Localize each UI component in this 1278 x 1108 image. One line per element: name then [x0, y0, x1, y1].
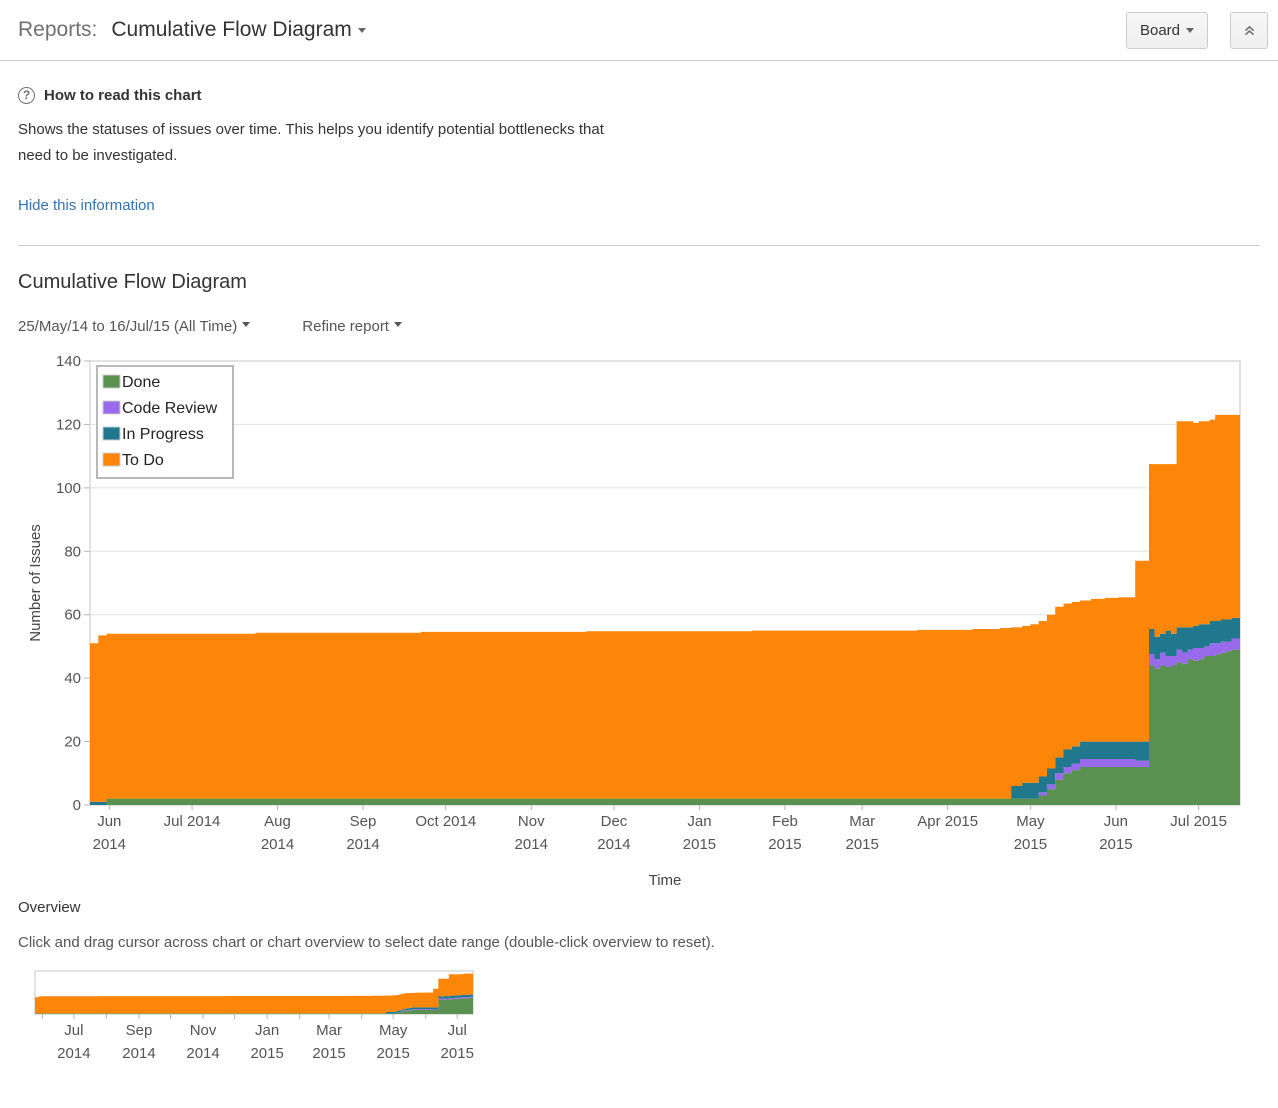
legend-label: Done: [122, 374, 160, 391]
y-tick-label: 100: [56, 480, 81, 497]
chevron-down-icon: [242, 321, 251, 327]
legend-swatch: [102, 400, 121, 415]
x-tick-label: Jan: [687, 813, 711, 830]
y-tick-label: 0: [73, 797, 81, 814]
chevron-double-up-icon: [1244, 25, 1254, 35]
x-tick-label: Jun: [97, 813, 121, 830]
y-tick-label: 120: [56, 416, 81, 433]
x-tick-label: 2014: [57, 1045, 90, 1062]
board-button-label: Board: [1139, 21, 1180, 39]
x-tick-label: 2015: [376, 1045, 409, 1062]
x-tick-label: 2015: [845, 836, 878, 853]
x-tick-label: Sep: [126, 1022, 153, 1039]
x-tick-label: Jul: [64, 1022, 83, 1039]
x-tick-label: 2015: [312, 1045, 345, 1062]
chart-overview-selector[interactable]: Jul 2014 Sep 2014 Nov 2014 Jan 2015 Mar 2015 May 20…: [0, 963, 1278, 1083]
refine-report-label: Refine report: [302, 318, 389, 335]
chevron-down-icon: [1186, 27, 1194, 33]
x-tick-label: 2015: [768, 836, 801, 853]
x-tick-label: 2015: [250, 1045, 283, 1062]
x-tick-label: 2015: [441, 1045, 474, 1062]
legend-swatch: [102, 452, 121, 467]
x-axis-label: Time: [649, 872, 682, 889]
report-header: Cumulative Flow Diagram 25/May/14 to 16/…: [0, 246, 1278, 335]
x-tick-label: Feb: [772, 813, 798, 830]
x-tick-label: Jul 2015: [1170, 813, 1227, 830]
y-tick-label: 60: [64, 607, 81, 624]
x-tick-label: 2014: [122, 1045, 155, 1062]
x-tick-label: 2014: [597, 836, 630, 853]
x-tick-label: Jul: [448, 1022, 467, 1039]
divider: [18, 245, 1260, 246]
legend-label: Code Review: [122, 400, 218, 417]
x-tick-label: 2015: [1014, 836, 1047, 853]
legend-swatch: [102, 374, 121, 389]
x-tick-label: Nov: [190, 1022, 217, 1039]
top-bar: Reports: Cumulative Flow Diagram Board: [0, 0, 1278, 61]
x-tick-label: 2015: [1099, 836, 1132, 853]
board-button[interactable]: Board: [1125, 11, 1208, 49]
date-range-dropdown[interactable]: 25/May/14 to 16/Jul/15 (All Time): [18, 318, 251, 335]
help-icon: ?: [18, 87, 35, 104]
how-to-read-heading: How to read this chart: [44, 87, 202, 104]
hide-information-link[interactable]: Hide this information: [18, 197, 155, 214]
y-tick-label: 80: [64, 543, 81, 560]
area-done: [35, 997, 473, 1014]
date-range-label: 25/May/14 to 16/Jul/15 (All Time): [18, 318, 238, 335]
page-title: Cumulative Flow Diagram: [18, 271, 247, 293]
chevron-down-icon: [393, 321, 402, 327]
x-tick-label: 2014: [515, 836, 548, 853]
x-tick-label: Jun: [1104, 813, 1128, 830]
how-to-read-panel: ? How to read this chart Shows the statu…: [0, 61, 1278, 215]
area-to-do: [35, 973, 473, 1014]
report-picker-dropdown[interactable]: Cumulative Flow Diagram: [111, 18, 366, 42]
x-tick-label: 2014: [261, 836, 294, 853]
how-to-read-description: Shows the statuses of issues over time. …: [18, 121, 604, 164]
area-done: [90, 649, 1240, 805]
x-tick-label: Jan: [255, 1022, 279, 1039]
x-tick-label: Mar: [849, 813, 875, 830]
x-tick-label: 2014: [93, 836, 126, 853]
legend-label: In Progress: [122, 426, 204, 443]
collapse-header-button[interactable]: [1230, 11, 1268, 49]
refine-report-dropdown[interactable]: Refine report: [302, 318, 402, 335]
overview-instruction: Click and drag cursor across chart or ch…: [18, 934, 715, 951]
cumulative-flow-chart[interactable]: Jun 2014 Jul 2014 Aug 2014 Sep 2014 Oct 2014 Nov…: [0, 353, 1278, 893]
y-tick-label: 20: [64, 734, 81, 751]
y-axis-label: Number of Issues: [27, 524, 44, 642]
report-picker-title: Cumulative Flow Diagram: [111, 18, 352, 41]
x-tick-label: Oct 2014: [415, 813, 476, 830]
legend-label: To Do: [122, 452, 164, 469]
y-tick-label: 140: [56, 353, 81, 370]
area-to-do: [90, 414, 1240, 802]
x-tick-label: May: [379, 1022, 408, 1039]
x-tick-label: 2015: [683, 836, 716, 853]
x-tick-label: Dec: [601, 813, 628, 830]
x-tick-label: Aug: [264, 813, 291, 830]
x-tick-label: Nov: [518, 813, 545, 830]
x-tick-label: 2014: [186, 1045, 219, 1062]
topbar-buttons: Board: [1125, 11, 1268, 49]
legend-swatch: [102, 426, 121, 441]
x-tick-label: Mar: [316, 1022, 342, 1039]
x-tick-label: May: [1016, 813, 1045, 830]
overview-heading: Overview: [18, 899, 81, 916]
x-tick-label: Sep: [350, 813, 377, 830]
chevron-down-icon: [357, 27, 366, 33]
x-tick-label: 2014: [346, 836, 379, 853]
reports-label: Reports:: [18, 18, 98, 41]
x-tick-label: Jul 2014: [164, 813, 221, 830]
x-tick-label: Apr 2015: [917, 813, 978, 830]
y-tick-label: 40: [64, 670, 81, 687]
